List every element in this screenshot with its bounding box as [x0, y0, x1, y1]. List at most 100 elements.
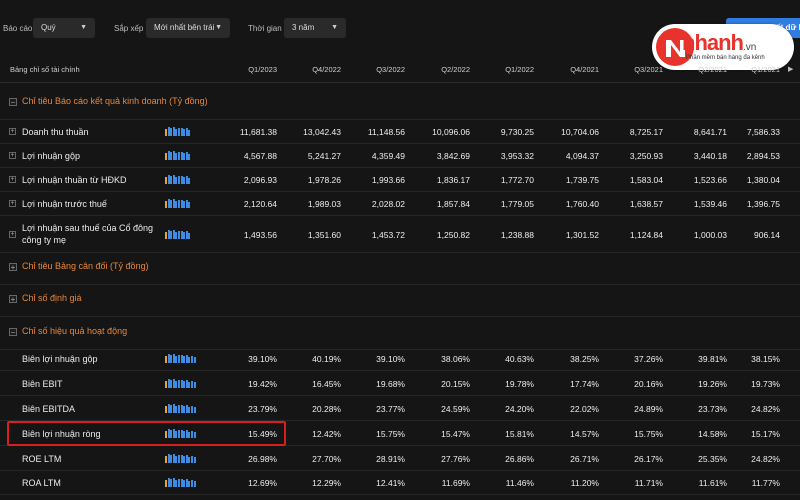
next-period-arrow-icon[interactable]: ▶	[788, 66, 794, 73]
sparkline-bar	[183, 456, 186, 463]
table-row[interactable]: Biên lợi nhuận ròng 15.49% 12.42% 15.75% 15.…	[0, 422, 800, 446]
sparkline-bar	[193, 382, 196, 388]
sparkline-bar	[167, 354, 170, 363]
table-cell-value: 11.61%	[698, 478, 727, 488]
period-header[interactable]: Q1/2023	[248, 65, 277, 74]
collapse-icon[interactable]: −	[9, 328, 17, 337]
sparkline-bar	[178, 176, 180, 184]
sparkline-bar	[170, 231, 173, 239]
row-label: Biên lợi nhuận gộp	[22, 354, 98, 364]
table-row[interactable]: ROE LTM 26.98% 27.70% 28.91% 27.76% 26.86% 26.…	[0, 447, 800, 471]
expand-icon[interactable]: +	[9, 263, 17, 272]
period-header[interactable]: Q2/2022	[441, 65, 470, 74]
sparkline-bar	[188, 357, 191, 363]
sparkline-bar	[170, 380, 173, 388]
period-header[interactable]: Q2/2021	[698, 65, 727, 74]
time-select[interactable]: 3 năm ▼	[284, 18, 346, 38]
sparkline-bar	[167, 175, 170, 184]
sparkline-bar	[188, 457, 191, 463]
table-row[interactable]: + Lợi nhuận gộp 4,567.88 5,241.27 4,359.49 3,…	[0, 144, 800, 168]
sort-select-value: Mới nhất bên trái	[154, 23, 215, 32]
table-cell-value: 24.59%	[441, 404, 470, 414]
table-cell-value: 1,380.04	[746, 175, 780, 185]
table-row[interactable]: Biên EBIT 19.42% 16.45% 19.68% 20.15% 19.78% 1…	[0, 372, 800, 396]
sparkline-mini-chart[interactable]	[165, 353, 196, 363]
expand-row-icon[interactable]: +	[9, 176, 16, 183]
table-cell-value: 1,453.72	[371, 230, 405, 240]
table-row[interactable]: + Lợi nhuận sau thuế của Cổ đông công ty m…	[0, 216, 800, 253]
table-cell-value: 9,730.25	[500, 127, 534, 137]
expand-icon[interactable]: +	[9, 295, 17, 304]
sparkline-bar	[167, 230, 170, 239]
sparkline-mini-chart[interactable]	[165, 229, 195, 239]
period-header[interactable]: Q3/2021	[634, 65, 663, 74]
table-cell-value: 26.86%	[505, 454, 534, 464]
section-row[interactable]: + Chỉ số định giá	[0, 285, 800, 317]
sparkline-mini-chart[interactable]	[165, 174, 195, 184]
sparkline-bar	[167, 454, 170, 463]
logo-badge-icon	[656, 28, 694, 66]
period-header[interactable]: Q4/2022	[312, 65, 341, 74]
row-label: Lợi nhuận thuần từ HĐKD	[22, 175, 127, 185]
sparkline-mini-chart[interactable]	[165, 378, 196, 388]
sparkline-mini-chart[interactable]	[165, 477, 196, 487]
table-row[interactable]: Biên lợi nhuận gộp 39.10% 40.19% 39.10% 38.0…	[0, 347, 800, 371]
table-cell-value: 24.82%	[751, 454, 780, 464]
table-cell-value: 4,094.37	[565, 151, 599, 161]
table-row[interactable]: + Doanh thu thuần 11,681.38 13,042.43 11,148…	[0, 120, 800, 144]
sparkline-mini-chart[interactable]	[165, 403, 196, 413]
table-cell-value: 1,396.75	[746, 199, 780, 209]
sparkline-bar	[178, 355, 180, 363]
expand-row-icon[interactable]: +	[9, 128, 16, 135]
table-cell-value: 906.14	[754, 230, 780, 240]
table-row[interactable]: + Lợi nhuận thuần từ HĐKD 2,096.93 1,978.26…	[0, 168, 800, 192]
expand-row-icon[interactable]: +	[9, 200, 16, 207]
sparkline-bar	[183, 480, 186, 487]
sparkline-bar	[167, 429, 170, 438]
section-title: Chỉ số định giá	[22, 293, 82, 303]
sparkline-bar	[172, 230, 175, 239]
period-header[interactable]: Q1/2021	[751, 65, 780, 74]
section-row[interactable]: − Chỉ tiêu Báo cáo kết quả kinh doanh (Tỷ…	[0, 88, 800, 120]
sparkline-mini-chart[interactable]	[165, 428, 196, 438]
period-header[interactable]: Q3/2022	[376, 65, 405, 74]
table-row[interactable]: ROA LTM 12.69% 12.29% 12.41% 11.69% 11.46% 11.…	[0, 471, 800, 495]
sparkline-mini-chart[interactable]	[165, 453, 196, 463]
sparkline-bar	[180, 200, 183, 208]
sparkline-bar	[183, 177, 186, 184]
expand-row-icon[interactable]: +	[9, 231, 16, 238]
section-row[interactable]: − Chỉ số hiệu quả hoạt động	[0, 318, 800, 350]
sparkline-mini-chart[interactable]	[165, 198, 195, 208]
period-header[interactable]: Q1/2022	[505, 65, 534, 74]
table-cell-value: 12.69%	[248, 478, 277, 488]
sparkline-mini-chart[interactable]	[165, 150, 195, 160]
expand-row-icon[interactable]: +	[9, 152, 16, 159]
table-cell-value: 2,028.02	[371, 199, 405, 209]
table-cell-value: 26.17%	[634, 454, 663, 464]
sparkline-bar	[183, 406, 186, 413]
sparkline-bar	[180, 479, 183, 487]
table-cell-value: 24.89%	[634, 404, 663, 414]
table-row[interactable]: + Lợi nhuận trước thuế 2,120.64 1,989.03 2,0…	[0, 192, 800, 216]
sparkline-bar	[165, 431, 167, 438]
sort-select[interactable]: Mới nhất bên trái ▼	[146, 18, 230, 38]
sparkline-mini-chart[interactable]	[165, 126, 195, 136]
period-header[interactable]: Q4/2021	[570, 65, 599, 74]
table-cell-value: 11.20%	[570, 478, 599, 488]
table-row[interactable]: Biên EBITDA 23.79% 20.28% 23.77% 24.59% 24.20…	[0, 397, 800, 421]
sparkline-bar	[170, 176, 173, 184]
section-row[interactable]: + Chỉ tiêu Bảng cân đối (Tỷ đồng)	[0, 253, 800, 285]
sparkline-bar	[165, 201, 167, 208]
sparkline-bar	[185, 405, 188, 413]
sparkline-bar	[188, 130, 191, 136]
collapse-icon[interactable]: −	[9, 98, 17, 107]
sparkline-bar	[167, 151, 170, 160]
table-cell-value: 19.42%	[248, 379, 277, 389]
sparkline-bar	[178, 200, 180, 208]
table-cell-value: 1,493.56	[243, 230, 277, 240]
row-label: Biên EBITDA	[22, 404, 76, 414]
sparkline-bar	[165, 153, 167, 160]
table-cell-value: 4,567.88	[243, 151, 277, 161]
report-select[interactable]: Quý ▼	[33, 18, 95, 38]
table-cell-value: 15.47%	[441, 429, 470, 439]
